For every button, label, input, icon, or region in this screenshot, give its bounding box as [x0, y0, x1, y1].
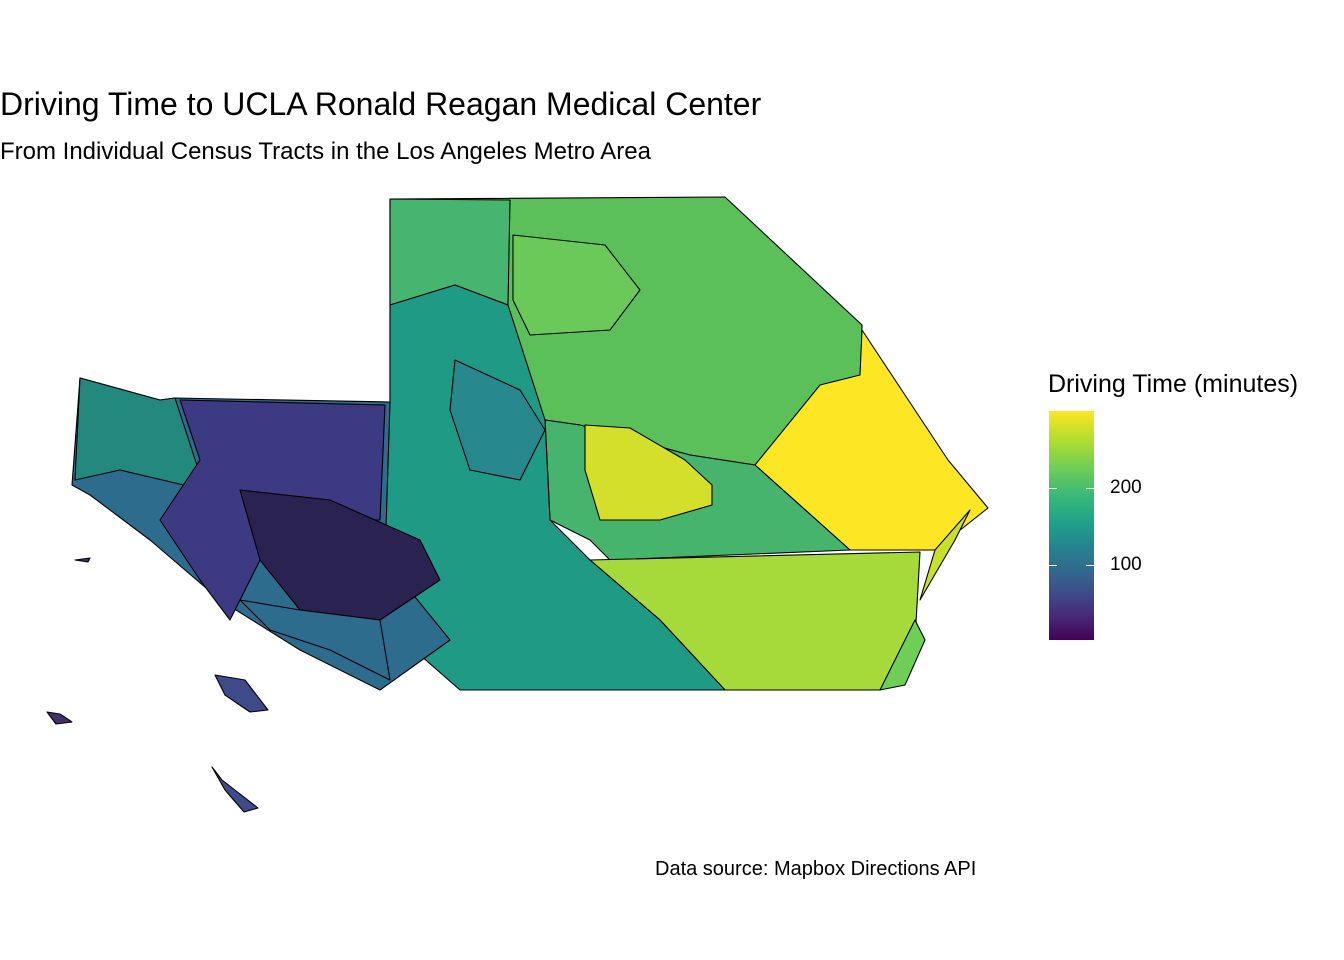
region-far-east — [754, 329, 989, 551]
map-title: Driving Time to UCLA Ronald Reagan Medic… — [0, 86, 762, 122]
region-south-east-edge — [879, 619, 926, 691]
region-west-coast — [74, 377, 206, 491]
region-east-strip — [919, 509, 971, 601]
region-center-east — [449, 359, 546, 481]
legend-title: Driving Time (minutes) — [1048, 370, 1299, 398]
island-catalina — [214, 674, 269, 713]
legend-tick-200-left — [1049, 488, 1057, 489]
legend-tick-200-right — [1086, 488, 1094, 489]
data-source-caption: Data source: Mapbox Directions API — [655, 858, 977, 880]
legend-tick-label-200: 200 — [1110, 477, 1142, 498]
region-yellow-green-block — [584, 424, 713, 521]
legend-tick-100-left — [1049, 565, 1057, 566]
region-north-inner — [512, 234, 641, 336]
legend-tick-label-100: 100 — [1110, 554, 1142, 575]
map-subtitle: From Individual Census Tracts in the Los… — [0, 138, 651, 165]
island-san-clemente — [211, 766, 259, 813]
legend-colorbar — [1049, 411, 1094, 640]
island-anacapa — [74, 557, 91, 563]
legend-tick-100-right — [1086, 565, 1094, 566]
region-south-coast — [239, 599, 391, 681]
region-core-dense — [239, 489, 441, 621]
island-san-nicolas — [46, 711, 73, 725]
